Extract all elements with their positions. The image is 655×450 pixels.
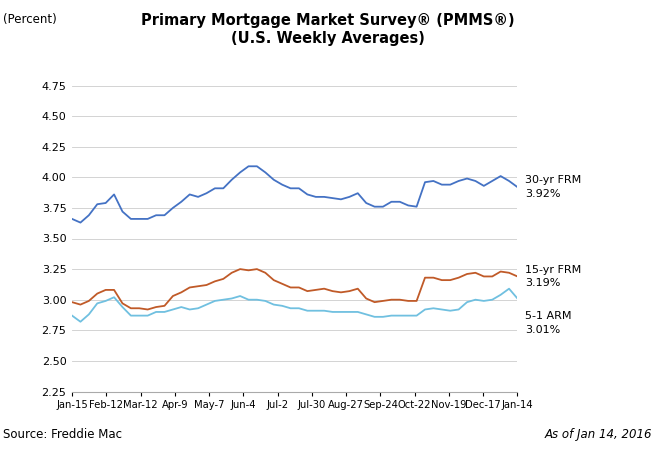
Text: (Percent): (Percent) [3,14,57,27]
Text: As of Jan 14, 2016: As of Jan 14, 2016 [544,428,652,441]
Text: 5-1 ARM: 5-1 ARM [525,311,572,321]
Text: Source: Freddie Mac: Source: Freddie Mac [3,428,122,441]
Text: Primary Mortgage Market Survey® (PMMS®)
(U.S. Weekly Averages): Primary Mortgage Market Survey® (PMMS®) … [141,14,514,46]
Text: 15-yr FRM: 15-yr FRM [525,265,582,274]
Text: 3.92%: 3.92% [525,189,561,199]
Text: 3.19%: 3.19% [525,278,561,288]
Text: 30-yr FRM: 30-yr FRM [525,176,582,185]
Text: 3.01%: 3.01% [525,325,561,335]
